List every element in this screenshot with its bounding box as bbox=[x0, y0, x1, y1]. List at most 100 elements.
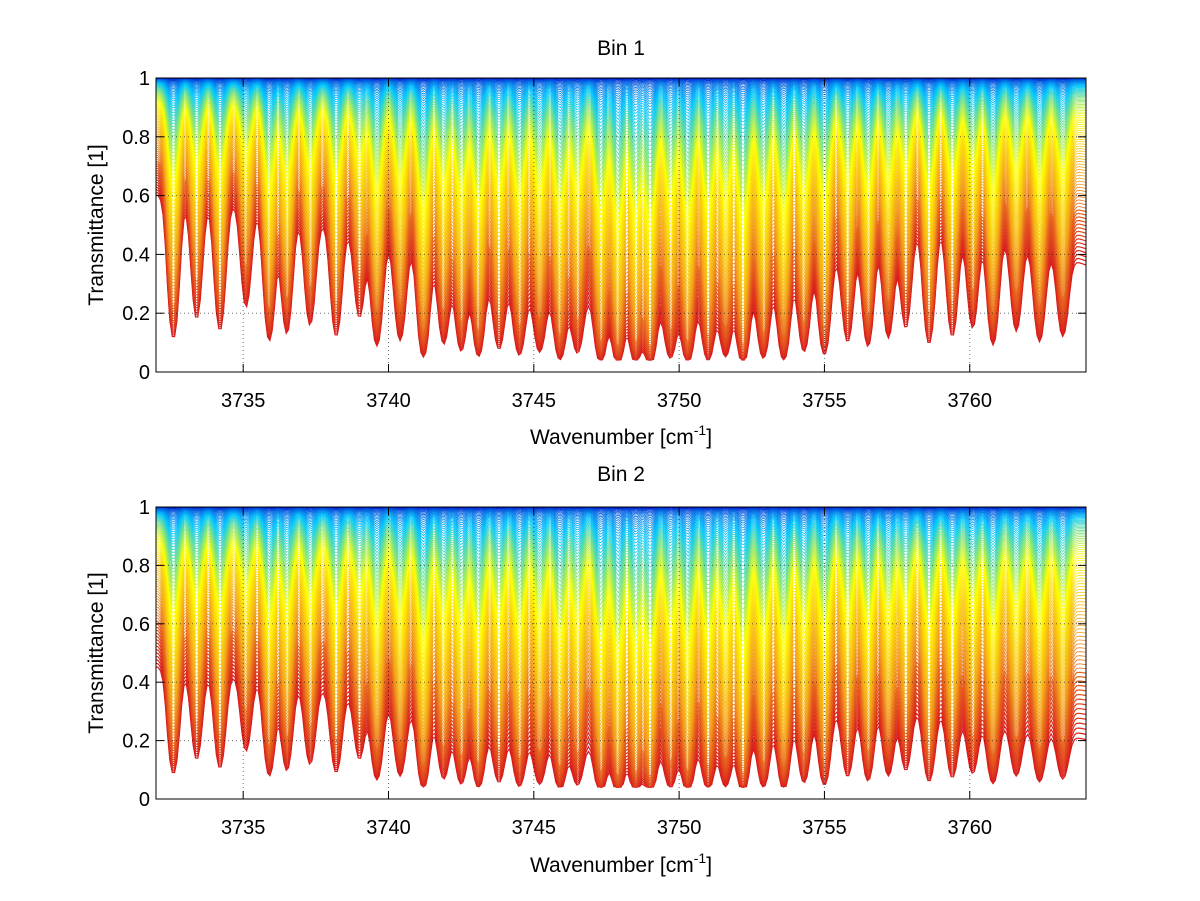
series-line bbox=[156, 617, 1086, 776]
series-line bbox=[156, 80, 1086, 105]
series-line bbox=[156, 128, 1086, 304]
series-line bbox=[156, 78, 1086, 84]
plot-area bbox=[156, 78, 1086, 361]
y-axis-label: Transmittance [1] bbox=[85, 144, 108, 305]
series-line bbox=[156, 100, 1086, 215]
series-line bbox=[156, 116, 1086, 274]
series-line bbox=[156, 512, 1086, 543]
series-line bbox=[156, 525, 1086, 604]
series-line bbox=[156, 511, 1086, 537]
x-tick-label: 3745 bbox=[512, 390, 557, 412]
series-line bbox=[156, 537, 1086, 646]
series-line bbox=[156, 588, 1086, 750]
series-line bbox=[156, 96, 1086, 201]
series-line bbox=[156, 557, 1086, 700]
chart-title: Bin 2 bbox=[597, 463, 645, 486]
series-line bbox=[156, 526, 1086, 608]
subplot-bin-1: Bin 1 3735 3740 3745 3750 3755 3760 0 0.2 0.4 0.… bbox=[85, 37, 1087, 449]
x-tick-label: 3760 bbox=[948, 390, 993, 412]
series-line bbox=[156, 620, 1086, 778]
series-line bbox=[156, 125, 1086, 297]
x-axis-label: Wavenumber [cm-1] bbox=[530, 422, 712, 449]
x-tick-label: 3750 bbox=[657, 817, 702, 839]
series-line bbox=[156, 83, 1086, 121]
series-line bbox=[156, 576, 1086, 734]
y-tick-label: 1 bbox=[139, 68, 150, 90]
x-tick-label: 3760 bbox=[948, 817, 993, 839]
series-line bbox=[156, 520, 1086, 581]
y-tick-label: 1 bbox=[139, 497, 150, 519]
series-line bbox=[156, 507, 1086, 514]
series-line bbox=[156, 90, 1086, 169]
series-line bbox=[156, 590, 1086, 753]
series-line bbox=[156, 516, 1086, 561]
series-line bbox=[156, 614, 1086, 774]
series-line bbox=[156, 78, 1086, 86]
series-line bbox=[156, 553, 1086, 692]
series-line bbox=[156, 574, 1086, 731]
series-line bbox=[156, 555, 1086, 696]
series-line bbox=[156, 78, 1086, 88]
series-line bbox=[156, 509, 1086, 522]
series-line bbox=[156, 93, 1086, 183]
series-line bbox=[156, 120, 1086, 286]
x-axis-ticks: 3735 3740 3745 3750 3755 3760 bbox=[221, 78, 992, 412]
series-line bbox=[156, 108, 1086, 248]
series-line bbox=[156, 87, 1086, 151]
series-line bbox=[156, 97, 1086, 206]
series-line bbox=[156, 548, 1086, 678]
series-line bbox=[156, 583, 1086, 744]
series-line bbox=[156, 79, 1086, 93]
y-tick-label: 0.2 bbox=[122, 731, 150, 753]
axes-box bbox=[155, 506, 1087, 800]
series-line bbox=[156, 119, 1086, 282]
x-tick-label: 3750 bbox=[657, 390, 702, 412]
series-line bbox=[156, 511, 1086, 534]
series-line bbox=[156, 126, 1086, 300]
series-line bbox=[156, 519, 1086, 577]
y-tick-label: 0 bbox=[139, 362, 150, 384]
series-line bbox=[156, 87, 1086, 147]
series-line bbox=[156, 81, 1086, 111]
y-tick-label: 0.6 bbox=[122, 186, 150, 208]
series-line bbox=[156, 578, 1086, 738]
series-line bbox=[156, 508, 1086, 517]
series-line bbox=[156, 80, 1086, 100]
y-tick-label: 0.4 bbox=[122, 672, 150, 694]
series-line bbox=[156, 545, 1086, 669]
series-line bbox=[156, 513, 1086, 547]
grid bbox=[156, 507, 1086, 799]
x-tick-label: 3755 bbox=[802, 390, 847, 412]
series-line bbox=[156, 580, 1086, 741]
series-line bbox=[156, 595, 1086, 758]
series-line bbox=[156, 541, 1086, 660]
series-line bbox=[156, 593, 1086, 756]
series-line bbox=[156, 569, 1086, 724]
series-line bbox=[156, 79, 1086, 97]
series-line bbox=[156, 538, 1086, 651]
series-line bbox=[156, 565, 1086, 716]
series-line bbox=[156, 600, 1086, 763]
y-tick-label: 0.8 bbox=[122, 127, 150, 149]
series-line bbox=[156, 606, 1086, 768]
series-line bbox=[156, 102, 1086, 225]
series-line bbox=[156, 510, 1086, 532]
series-line bbox=[156, 543, 1086, 665]
series-line bbox=[156, 95, 1086, 192]
series-line bbox=[156, 80, 1086, 102]
series-line bbox=[156, 598, 1086, 761]
series-line bbox=[156, 131, 1086, 311]
series-line bbox=[156, 585, 1086, 747]
y-tick-label: 0.4 bbox=[122, 244, 150, 266]
series-line bbox=[156, 551, 1086, 687]
y-tick-label: 0.8 bbox=[122, 555, 150, 577]
series-line bbox=[156, 508, 1086, 520]
series-line bbox=[156, 78, 1086, 82]
chart-title: Bin 1 bbox=[597, 37, 645, 60]
series-line bbox=[156, 561, 1086, 708]
grid bbox=[156, 78, 1086, 372]
x-tick-label: 3735 bbox=[221, 390, 266, 412]
series-line bbox=[156, 106, 1086, 243]
series-line bbox=[156, 81, 1086, 108]
series-line bbox=[156, 517, 1086, 565]
